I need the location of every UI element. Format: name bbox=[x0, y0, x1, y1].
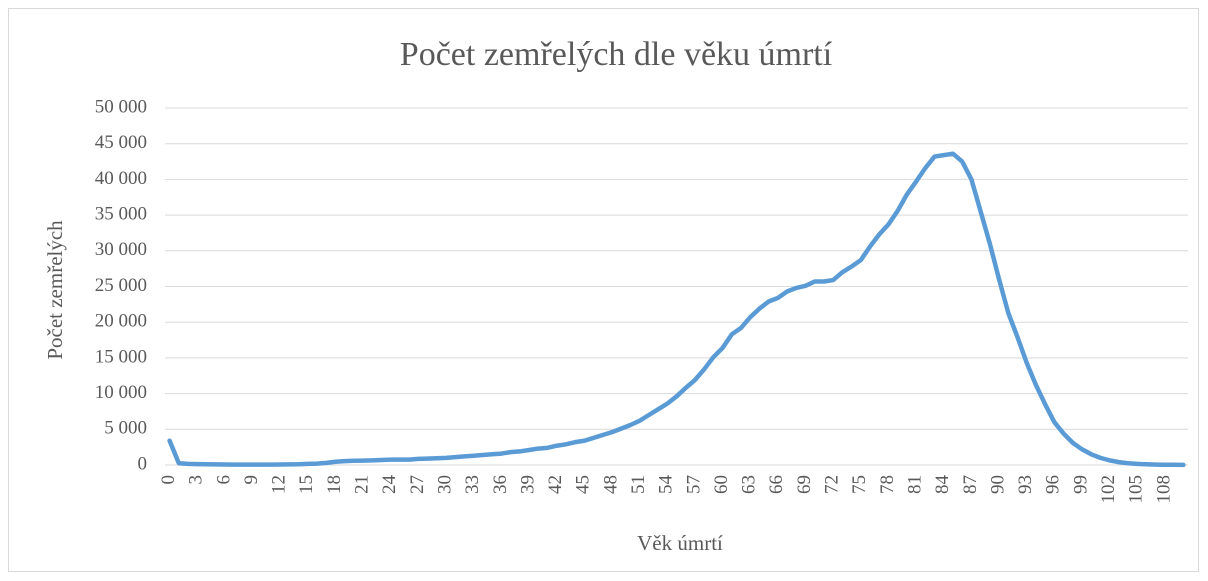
y-tick-label: 0 bbox=[138, 453, 148, 474]
x-tick-label: 66 bbox=[766, 475, 787, 494]
x-tick-label: 87 bbox=[960, 475, 981, 494]
x-tick-label: 45 bbox=[573, 475, 594, 494]
x-tick-label: 6 bbox=[213, 475, 234, 485]
x-tick-label: 0 bbox=[158, 475, 179, 485]
x-tick-label: 90 bbox=[987, 475, 1008, 494]
x-tick-label: 84 bbox=[932, 475, 953, 495]
data-line bbox=[167, 151, 1186, 468]
x-tick-label: 24 bbox=[379, 475, 400, 495]
y-tick-label: 25 000 bbox=[95, 275, 147, 296]
y-tick-label: 15 000 bbox=[95, 346, 147, 367]
y-tick-label: 30 000 bbox=[95, 239, 147, 260]
x-tick-label: 60 bbox=[711, 475, 732, 494]
y-tick-label: 35 000 bbox=[95, 203, 147, 224]
y-axis-label: Počet zemřelých bbox=[43, 220, 67, 360]
y-tick-label: 50 000 bbox=[95, 96, 147, 117]
x-tick-label: 33 bbox=[462, 475, 483, 494]
x-tick-label: 42 bbox=[545, 475, 566, 494]
x-tick-label: 48 bbox=[600, 475, 621, 494]
x-tick-label: 51 bbox=[628, 475, 649, 494]
x-tick-label: 36 bbox=[490, 475, 511, 494]
x-axis-label: Věk úmrtí bbox=[637, 531, 723, 555]
x-tick-label: 3 bbox=[186, 475, 207, 485]
x-tick-label: 21 bbox=[352, 475, 373, 494]
x-tick-label: 99 bbox=[1070, 475, 1091, 494]
x-tick-label: 102 bbox=[1098, 475, 1119, 504]
y-tick-label: 5 000 bbox=[104, 418, 147, 439]
x-tick-label: 27 bbox=[407, 475, 428, 494]
x-tick-label: 18 bbox=[324, 475, 345, 494]
x-tick-label: 15 bbox=[296, 475, 317, 494]
x-tick-label: 12 bbox=[269, 475, 290, 494]
x-tick-label: 57 bbox=[683, 475, 704, 494]
x-tick-label: 69 bbox=[794, 475, 815, 494]
x-tick-label: 75 bbox=[849, 475, 870, 494]
x-tick-label: 81 bbox=[904, 475, 925, 494]
x-tick-label: 96 bbox=[1043, 475, 1064, 494]
y-tick-label: 40 000 bbox=[95, 168, 147, 189]
x-tick-label: 72 bbox=[822, 475, 843, 494]
x-tick-label: 78 bbox=[877, 475, 898, 494]
y-tick-label: 20 000 bbox=[95, 311, 147, 332]
y-tick-label: 10 000 bbox=[95, 382, 147, 403]
x-tick-label: 105 bbox=[1126, 475, 1147, 504]
x-tick-label: 54 bbox=[656, 475, 677, 495]
x-tick-label: 9 bbox=[241, 475, 262, 485]
x-tick-label: 63 bbox=[739, 475, 760, 494]
x-tick-label: 39 bbox=[517, 475, 538, 494]
x-tick-label: 93 bbox=[1015, 475, 1036, 494]
x-tick-label: 30 bbox=[434, 475, 455, 494]
chart-title: Počet zemřelých dle věku úmrtí bbox=[400, 36, 833, 73]
y-tick-label: 45 000 bbox=[95, 132, 147, 153]
x-tick-label: 108 bbox=[1153, 475, 1174, 504]
